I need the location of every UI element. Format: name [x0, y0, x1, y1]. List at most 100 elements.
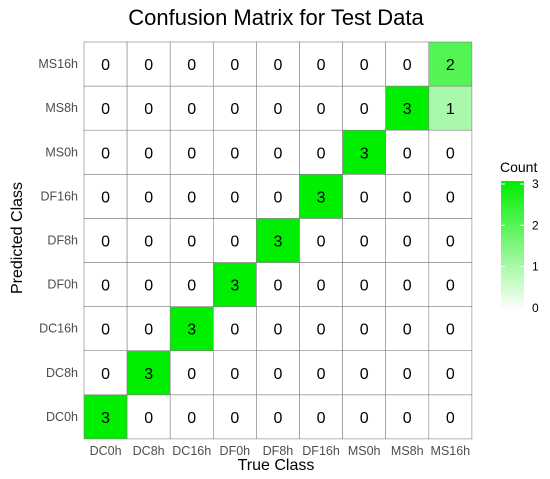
- cell-value-label: 0: [273, 278, 282, 295]
- heatmap-cell: [428, 350, 473, 396]
- heatmap-cell: [342, 394, 387, 440]
- cell-value-label: 0: [403, 366, 412, 383]
- cell-value-label: 0: [403, 410, 412, 427]
- cell-value-label: 0: [317, 322, 326, 339]
- y-tick-label: DC8h: [46, 366, 78, 380]
- heatmap-grid: 3 0 0 0 0 0 0 0 0 0 3 0 0 0 0 0 0 0 0 0 3 0 0 0 0 0 0 0 0 0 3 0 0 0 0 0 0 0 0 0…: [83, 41, 473, 440]
- legend-colorbar: [501, 181, 524, 311]
- y-axis-title: Predicted Class: [9, 182, 26, 294]
- cell-value-label: 0: [317, 101, 326, 118]
- y-tick-label: DF0h: [47, 278, 78, 292]
- x-tick-label: MS16h: [431, 444, 471, 458]
- cell-value-label: 0: [317, 145, 326, 162]
- x-tick-label: MS0h: [348, 444, 381, 458]
- heatmap-cell: [428, 129, 473, 175]
- heatmap-cell: [126, 218, 171, 263]
- heatmap-cell: [169, 174, 214, 219]
- legend-title: Count: [500, 159, 537, 175]
- cell-value-label: 0: [403, 278, 412, 295]
- heatmap-cell: [299, 41, 343, 87]
- cell-value-label: 0: [317, 233, 326, 250]
- cell-value-label: 0: [230, 145, 239, 162]
- cell-value-label: 0: [360, 278, 369, 295]
- cell-value-label: 0: [144, 278, 153, 295]
- cell-value-label: 0: [360, 57, 369, 74]
- heatmap-cell: [213, 394, 257, 440]
- heatmap-cell: [342, 350, 387, 396]
- cell-value-label: 0: [187, 57, 196, 74]
- heatmap-cell: [213, 218, 257, 263]
- heatmap-cell: [342, 85, 387, 131]
- cell-value-label: 0: [273, 366, 282, 383]
- cell-value-label: 0: [187, 101, 196, 118]
- heatmap-cell: [385, 129, 430, 175]
- cell-value-label: 0: [273, 322, 282, 339]
- heatmap-cell: [428, 174, 473, 219]
- cell-value-label: 0: [187, 410, 196, 427]
- cell-value-label: 0: [230, 189, 239, 206]
- heatmap-cell: [169, 129, 214, 175]
- heatmap-cell: [385, 174, 430, 219]
- heatmap-cell: [256, 394, 300, 440]
- cell-value-label: 0: [187, 145, 196, 162]
- x-axis-title: True Class: [238, 457, 315, 474]
- y-tick-label: DC16h: [39, 322, 78, 336]
- heatmap-cell: [385, 394, 430, 440]
- heatmap-cell: [83, 394, 128, 440]
- x-tick-label: DC0h: [90, 444, 122, 458]
- cell-value-label: 3: [230, 278, 239, 295]
- cell-value-label: 0: [230, 101, 239, 118]
- cell-value-label: 0: [144, 145, 153, 162]
- heatmap-cell: [428, 41, 473, 87]
- cell-value-label: 0: [144, 410, 153, 427]
- heatmap-cell: [83, 129, 128, 175]
- heatmap-cell: [428, 394, 473, 440]
- cell-value-label: 0: [446, 322, 455, 339]
- heatmap-cell: [83, 41, 128, 87]
- heatmap-cell: [213, 350, 257, 396]
- heatmap-cell: [342, 262, 387, 307]
- heatmap-cell: [169, 85, 214, 131]
- heatmap-cell: [342, 306, 387, 352]
- cell-value-label: 1: [446, 101, 455, 118]
- cell-value-label: 0: [230, 322, 239, 339]
- cell-value-label: 0: [360, 366, 369, 383]
- cell-value-label: 2: [446, 57, 455, 74]
- y-tick-label: MS0h: [45, 145, 78, 159]
- legend-ticks: 0 1 2 3: [501, 177, 539, 315]
- heatmap-cell: [299, 129, 343, 175]
- cell-value-label: 0: [101, 233, 110, 250]
- cell-value-label: 0: [360, 189, 369, 206]
- heatmap-cell: [213, 41, 257, 87]
- cell-value-label: 0: [187, 366, 196, 383]
- cell-value-label: 0: [403, 322, 412, 339]
- x-tick-label: DC8h: [133, 444, 165, 458]
- cell-value-label: 0: [230, 366, 239, 383]
- heatmap-cell: [256, 218, 300, 263]
- heatmap-cell: [342, 41, 387, 87]
- cell-value-label: 0: [446, 278, 455, 295]
- cell-value-label: 0: [101, 366, 110, 383]
- heatmap-cell: [169, 350, 214, 396]
- heatmap-cell: [342, 129, 387, 175]
- cell-value-label: 0: [187, 189, 196, 206]
- cell-value-label: 0: [403, 57, 412, 74]
- x-axis-ticks: DC0h DC8h DC16h DF0h DF8h DF16h MS0h MS8h MS16h: [90, 444, 471, 458]
- heatmap-cell: [428, 306, 473, 352]
- heatmap-cell: [299, 85, 343, 131]
- cell-value-label: 0: [446, 366, 455, 383]
- cell-value-label: 3: [403, 101, 412, 118]
- y-tick-label: MS8h: [45, 101, 78, 115]
- heatmap-cell: [83, 218, 128, 263]
- cell-value-label: 0: [144, 322, 153, 339]
- cell-value-label: 0: [273, 57, 282, 74]
- y-tick-label: DC0h: [46, 410, 78, 424]
- cell-value-label: 0: [273, 145, 282, 162]
- heatmap-cell: [299, 218, 343, 263]
- cell-value-label: 0: [101, 322, 110, 339]
- cell-value-label: 0: [273, 189, 282, 206]
- cell-value-label: 0: [446, 145, 455, 162]
- heatmap-cell: [83, 306, 128, 352]
- cell-value-label: 3: [317, 189, 326, 206]
